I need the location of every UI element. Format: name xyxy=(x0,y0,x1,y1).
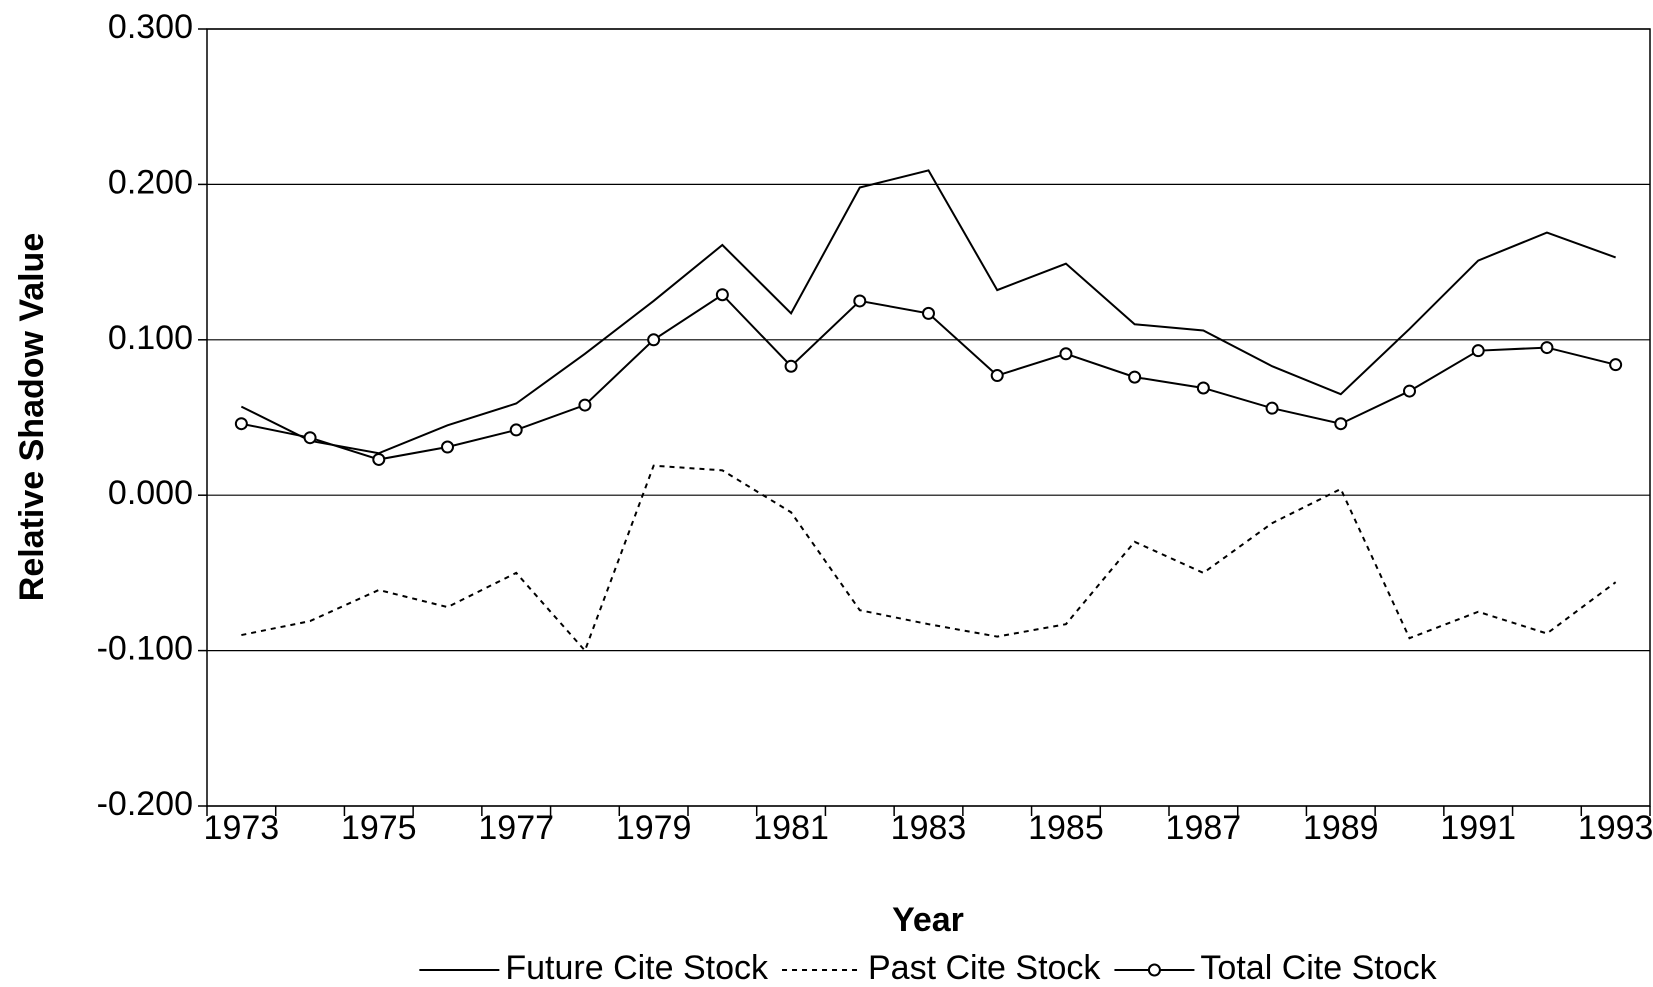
series-marker xyxy=(647,333,661,347)
y-axis-label: Relative Shadow Value xyxy=(13,233,51,601)
series-line xyxy=(241,464,1617,653)
series-marker xyxy=(578,398,592,412)
series-marker xyxy=(1471,344,1485,358)
x-tick-label: 1975 xyxy=(341,809,417,847)
series-marker xyxy=(303,431,317,445)
plot-area xyxy=(206,28,1651,807)
x-axis-label: Year xyxy=(892,901,964,939)
x-tick-label: 1985 xyxy=(1028,809,1104,847)
x-tick-label: 1973 xyxy=(204,809,280,847)
series-marker xyxy=(509,423,523,437)
y-tick-label: 0.300 xyxy=(108,8,193,46)
x-tick-label: 1987 xyxy=(1166,809,1242,847)
x-tick-label: 1981 xyxy=(753,809,829,847)
x-tick-label: 1993 xyxy=(1578,809,1653,847)
series-marker xyxy=(1540,341,1554,355)
series-line xyxy=(240,169,1616,455)
y-tick-label: -0.100 xyxy=(97,630,193,668)
series-marker xyxy=(1609,358,1623,372)
series-marker xyxy=(1196,381,1210,395)
x-tick-label: 1983 xyxy=(891,809,967,847)
legend-marker xyxy=(1147,963,1161,977)
legend-label: Total Cite Stock xyxy=(1200,949,1437,987)
series-marker xyxy=(1403,384,1416,398)
series-marker xyxy=(1128,370,1142,384)
series-marker xyxy=(234,417,248,431)
x-tick-label: 1991 xyxy=(1440,809,1516,847)
series-marker xyxy=(1059,347,1073,361)
y-tick-label: 0.100 xyxy=(108,319,193,357)
x-tick-label: 1977 xyxy=(478,809,554,847)
y-tick-label: -0.200 xyxy=(97,785,193,823)
series-marker xyxy=(784,359,798,373)
y-tick-label: 0.200 xyxy=(108,163,193,201)
y-tick-label: 0.000 xyxy=(108,474,193,512)
series-marker xyxy=(922,306,935,320)
series-marker xyxy=(990,369,1004,383)
series-marker xyxy=(1265,401,1279,415)
series-marker xyxy=(853,294,867,308)
series-marker xyxy=(1334,417,1348,431)
series-marker xyxy=(441,440,454,454)
series-marker xyxy=(715,288,729,302)
series-marker xyxy=(372,452,386,466)
legend: Future Cite Stock Past Cite Stock Total Ci… xyxy=(419,949,1438,987)
x-tick-label: 1979 xyxy=(616,809,692,847)
x-tick-label: 1989 xyxy=(1303,809,1379,847)
legend-label: Past Cite Stock xyxy=(868,949,1101,987)
legend-label: Future Cite Stock xyxy=(505,949,769,987)
